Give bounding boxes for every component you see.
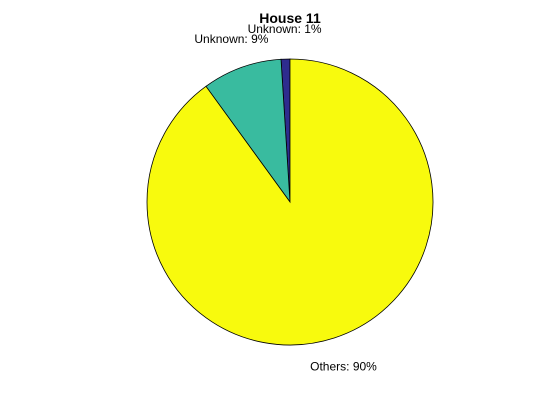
pie-group (146, 58, 434, 346)
slice-label-1: Unknown: 1% (248, 22, 322, 36)
pie-slice-2 (205, 58, 291, 204)
slice-label-3: Others: 90% (310, 360, 377, 374)
chart-title: House 11 (259, 10, 321, 26)
slice-label-2: Unknown: 9% (194, 32, 268, 46)
slice-label-group: Unknown: 1%Unknown: 9% Others: 90% (194, 22, 377, 373)
pie-slice-3 (146, 58, 434, 346)
